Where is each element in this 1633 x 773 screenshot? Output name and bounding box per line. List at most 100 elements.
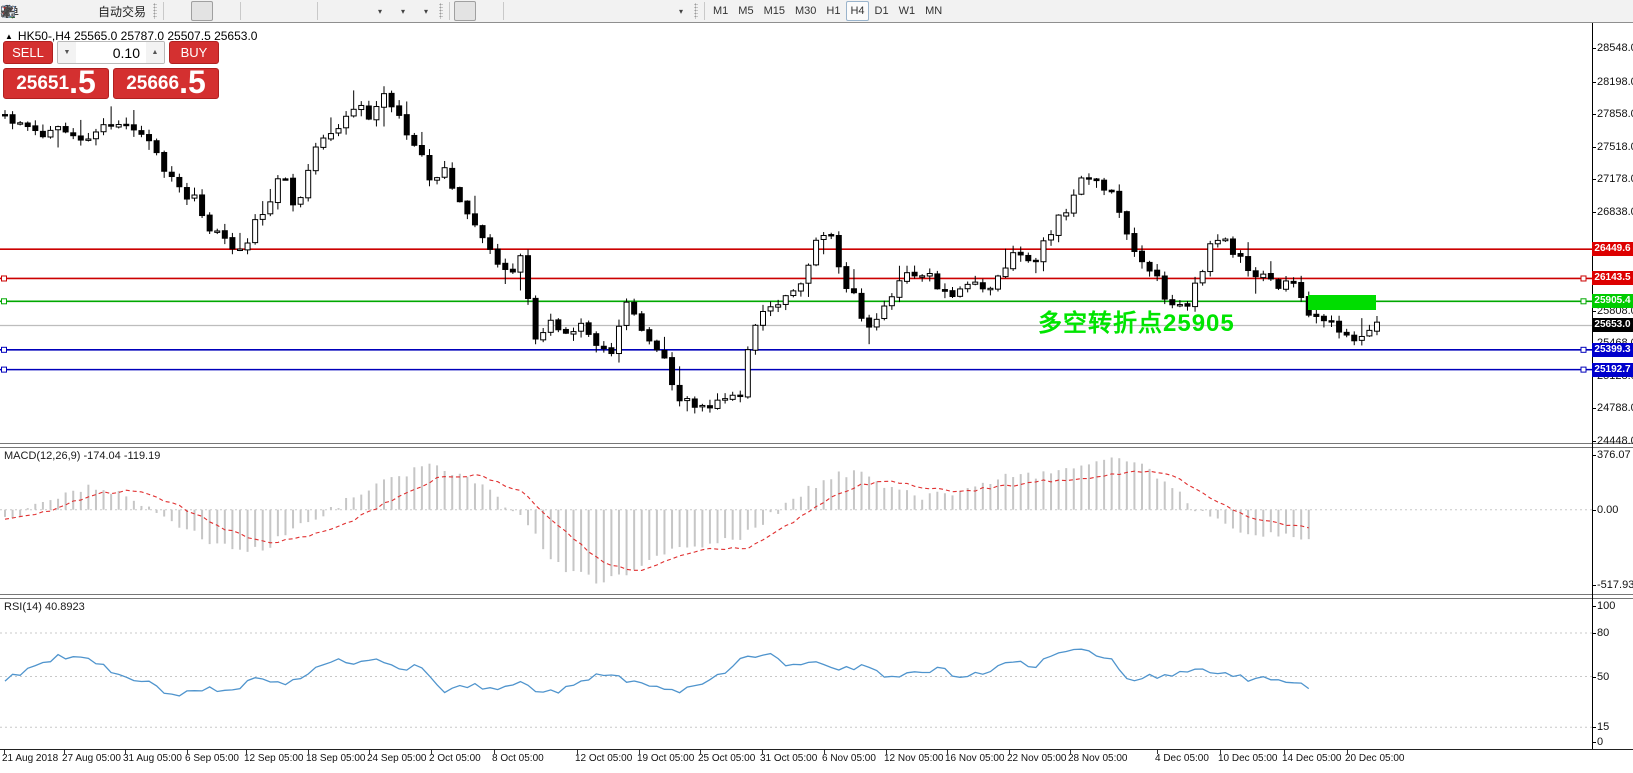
price-axis-label: 24448.0 [1597, 435, 1633, 447]
macd-label: MACD(12,26,9) -174.04 -119.19 [4, 450, 160, 462]
horizontal-line-25399.3[interactable] [0, 346, 1592, 353]
price-axis-label: 28548.0 [1597, 42, 1633, 54]
rsi-canvas[interactable] [0, 599, 1592, 749]
time-axis-tick [64, 750, 65, 754]
time-axis-tick [762, 750, 763, 754]
price-axis-tick [1592, 146, 1596, 148]
crosshair-button[interactable] [1, 1, 499, 21]
volume-input[interactable] [76, 42, 146, 63]
buy-button[interactable]: BUY [169, 41, 219, 64]
timeframe-w1[interactable]: W1 [898, 5, 916, 17]
cursor-button[interactable] [4, 1, 477, 21]
price-axis-label: 28198.0 [1597, 75, 1633, 88]
time-axis-tick [700, 750, 701, 754]
toolbar: 单 自动交易 [0, 0, 1633, 23]
periods-button[interactable]: ▾ [1, 1, 413, 21]
timeframe-h4[interactable]: H4 [846, 1, 869, 21]
time-axis-tick [246, 750, 247, 754]
autotrade-button[interactable]: 自动交易 [1, 1, 150, 21]
timeframe-m15[interactable]: M15 [763, 5, 785, 17]
chart-title: ▲ HK50-,H4 25565.0 25787.0 25507.5 25653… [5, 29, 257, 43]
time-axis-tick [1284, 750, 1285, 754]
time-axis-tick [187, 750, 188, 754]
line-handle[interactable] [1, 366, 7, 373]
line-handle[interactable] [1580, 366, 1587, 373]
toolbar-drag-handle[interactable] [153, 3, 158, 19]
horizontal-line-25192.7[interactable] [0, 366, 1592, 373]
horizontal-line-26143.5[interactable] [0, 275, 1592, 282]
rsi-axis-tick [1592, 606, 1596, 607]
fibonacci-button[interactable]: F [1, 1, 622, 21]
time-axis-tick [1157, 750, 1158, 754]
vertical-line-button[interactable] [5, 1, 530, 21]
zoom-in-button[interactable] [1, 1, 267, 21]
templates-button[interactable]: ▾ [1, 1, 436, 21]
time-axis-tick [947, 750, 948, 754]
sell-price-button[interactable]: 25651.5 [3, 66, 109, 99]
toolbar-drag-handle[interactable] [439, 3, 444, 19]
trend-line-button[interactable] [1, 1, 576, 21]
price-axis-tick [1592, 179, 1596, 181]
line-chart-button[interactable] [0, 1, 236, 21]
text-label-icon: T [1, 5, 15, 18]
line-handle[interactable] [1580, 298, 1587, 305]
price-axis-tick [1592, 441, 1596, 442]
timeframe-m5[interactable]: M5 [738, 5, 754, 17]
line-handle[interactable] [1580, 346, 1587, 353]
signals-button[interactable] [1, 1, 93, 21]
line-handle[interactable] [1, 275, 7, 282]
panel-splitter[interactable] [0, 443, 1633, 448]
chart-canvas[interactable] [0, 23, 1592, 443]
macd-value-2: -119.19 [123, 450, 161, 462]
buy-price-button[interactable]: 25666.5 [113, 64, 219, 100]
arrow-tools-button[interactable]: ▾ [2, 1, 691, 21]
text-button[interactable]: A [3, 1, 645, 21]
macd-canvas[interactable] [0, 448, 1592, 594]
chevron-down-icon: ▾ [679, 6, 684, 16]
line-handle[interactable] [1, 298, 7, 305]
panel-splitter[interactable] [0, 594, 1633, 599]
rsi-axis-label: 80 [1597, 627, 1610, 639]
collapse-icon[interactable]: ▲ [5, 31, 13, 41]
timeframe-h1[interactable]: H1 [826, 5, 841, 17]
time-axis-label: 22 Nov 05:00 [1007, 753, 1067, 764]
price-axis-tick [1592, 48, 1596, 49]
time-axis-label: 2 Oct 05:00 [429, 753, 481, 764]
horizontal-line-button[interactable] [1, 1, 553, 21]
buy-price-dec: .5 [179, 64, 206, 100]
timeframe-m30[interactable]: M30 [794, 5, 817, 17]
time-axis-label: 12 Nov 05:00 [884, 753, 944, 764]
timeframe-mn[interactable]: MN [925, 5, 943, 17]
bar-chart-button[interactable] [2, 1, 190, 21]
sell-price-int: 25651 [16, 73, 70, 94]
new-template-button[interactable]: ▾ [2, 1, 390, 21]
rsi-line [4, 648, 1310, 697]
market-watch-button[interactable] [1, 1, 70, 21]
annotation-text[interactable]: 多空转折点25905 [1038, 310, 1235, 337]
chevron-down-icon: ▾ [401, 6, 406, 16]
line-handle[interactable] [1, 346, 7, 353]
indicator-list-button[interactable] [1, 1, 344, 21]
indicator-add-button[interactable] [1, 1, 367, 21]
zoom-out-button[interactable] [1, 1, 290, 21]
volume-increase-button[interactable]: ▲ [146, 42, 164, 63]
time-axis-tick [431, 750, 432, 754]
line-handle[interactable] [1580, 275, 1587, 282]
timeframe-m1[interactable]: M1 [713, 5, 729, 17]
sell-button[interactable]: SELL [3, 41, 53, 64]
equidistant-channel-button[interactable]: E [0, 1, 599, 21]
autotrade-label: 自动交易 [98, 4, 147, 19]
text-label-button[interactable]: T [1, 1, 668, 21]
highlight-rectangle[interactable] [1308, 295, 1376, 310]
tile-windows-button[interactable] [1, 1, 313, 21]
toolbar-separator [317, 2, 319, 20]
svg-text:F: F [12, 14, 16, 19]
volume-decrease-button[interactable]: ▼ [58, 42, 76, 63]
toolbar-separator [163, 2, 165, 20]
candlestick-chart-button[interactable] [2, 1, 214, 21]
new-order-icon-button[interactable] [1, 1, 47, 21]
toolbar-drag-handle[interactable] [694, 3, 699, 19]
macd-axis-tick [1592, 509, 1596, 511]
timeframe-d1[interactable]: D1 [874, 5, 889, 17]
